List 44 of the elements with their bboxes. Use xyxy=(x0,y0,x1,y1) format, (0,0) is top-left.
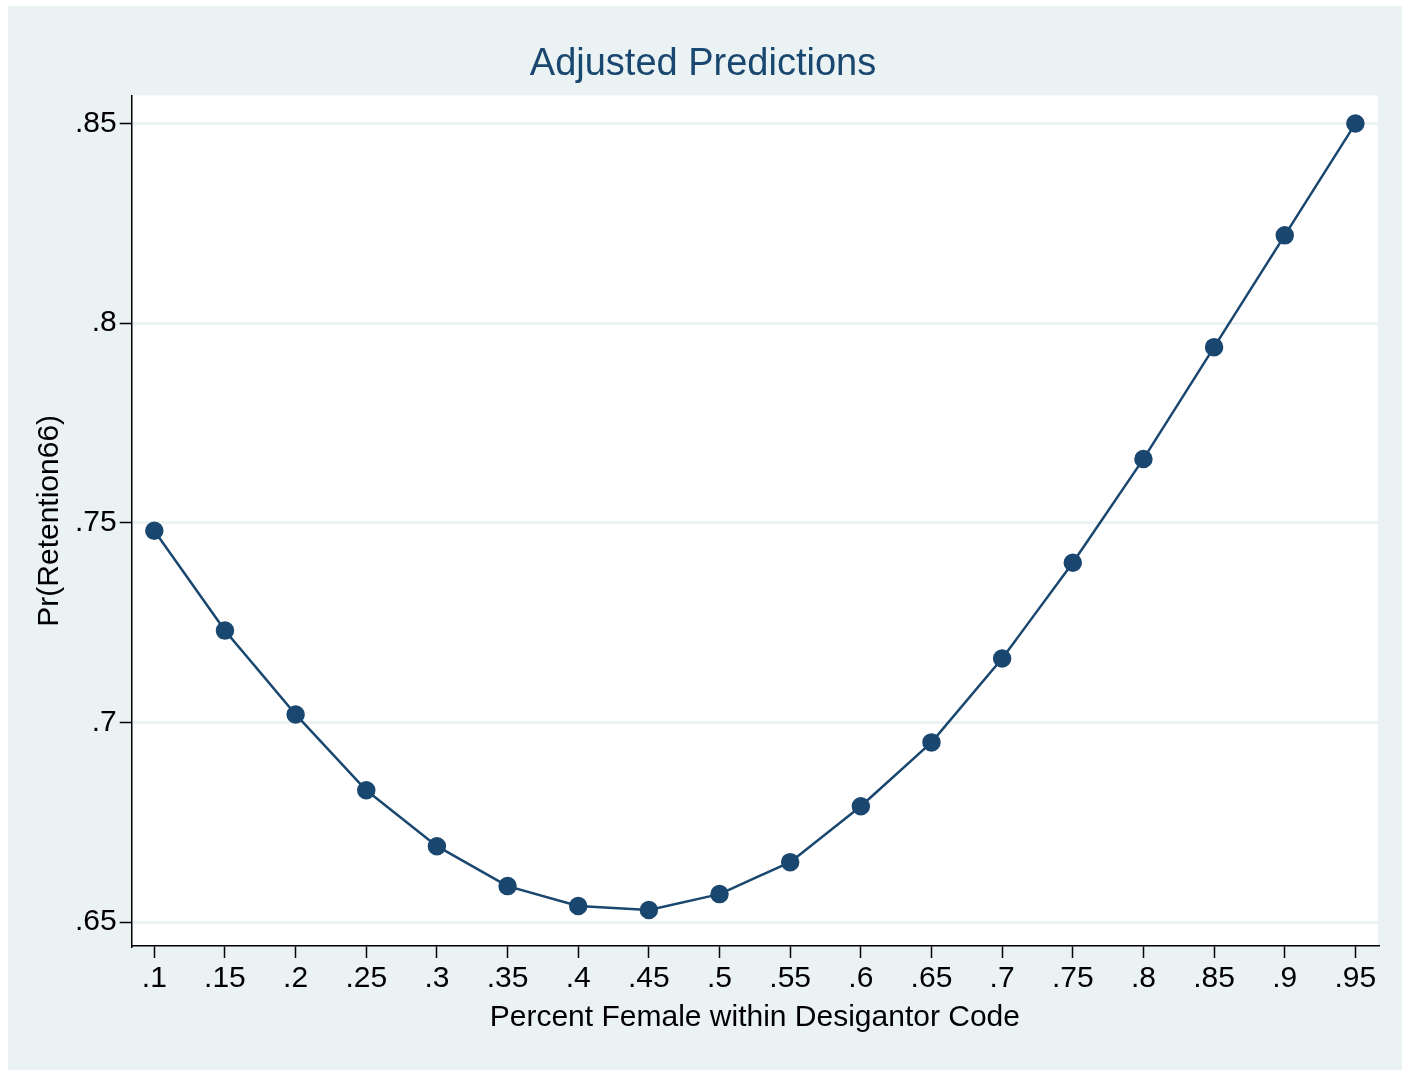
point xyxy=(1134,449,1153,469)
x-tick-label: .8 xyxy=(1130,960,1156,994)
x-tick-label: .95 xyxy=(1334,960,1377,994)
point xyxy=(215,621,235,640)
y-axis-title: Pr(Retention66) xyxy=(31,414,65,627)
x-tick-label: .35 xyxy=(486,960,529,994)
point xyxy=(639,900,659,920)
x-tick-label: .1 xyxy=(141,960,167,994)
x-tick-label: .85 xyxy=(1193,960,1235,994)
x-tick-label: .5 xyxy=(707,960,733,994)
x-tick-label: .3 xyxy=(424,960,450,994)
x-tick-label: .55 xyxy=(769,960,812,994)
y-tick-label: .85 xyxy=(74,104,117,138)
x-tick-label: .75 xyxy=(1051,960,1094,994)
point xyxy=(1275,226,1294,245)
x-tick-label: .9 xyxy=(1272,960,1298,994)
point xyxy=(357,781,376,800)
point xyxy=(568,896,588,916)
point xyxy=(851,797,871,816)
x-tick-label: .45 xyxy=(628,960,670,994)
x-tick-label: .4 xyxy=(565,960,591,994)
y-tick-label: .65 xyxy=(74,903,117,937)
point xyxy=(780,852,800,872)
chart-title: Adjusted Predictions xyxy=(529,41,877,84)
point xyxy=(992,649,1012,668)
x-tick-label: .7 xyxy=(989,960,1015,994)
point xyxy=(286,705,305,724)
point xyxy=(1063,553,1083,572)
point xyxy=(427,836,447,856)
point xyxy=(922,733,941,752)
x-tick-label: .65 xyxy=(910,960,953,994)
y-tick-label: .7 xyxy=(91,703,117,737)
y-tick-label: .75 xyxy=(74,504,117,538)
point xyxy=(1346,114,1365,133)
point xyxy=(145,521,164,541)
point xyxy=(498,876,517,896)
x-tick-label: .25 xyxy=(345,960,388,994)
point xyxy=(1204,337,1224,357)
x-tick-label: .2 xyxy=(283,960,309,994)
point xyxy=(710,884,729,904)
x-tick-label: .15 xyxy=(204,960,246,994)
x-axis-title: Percent Female within Desigantor Code xyxy=(489,999,1020,1033)
y-tick-label: .8 xyxy=(91,304,117,338)
x-tick-label: .6 xyxy=(848,960,874,994)
